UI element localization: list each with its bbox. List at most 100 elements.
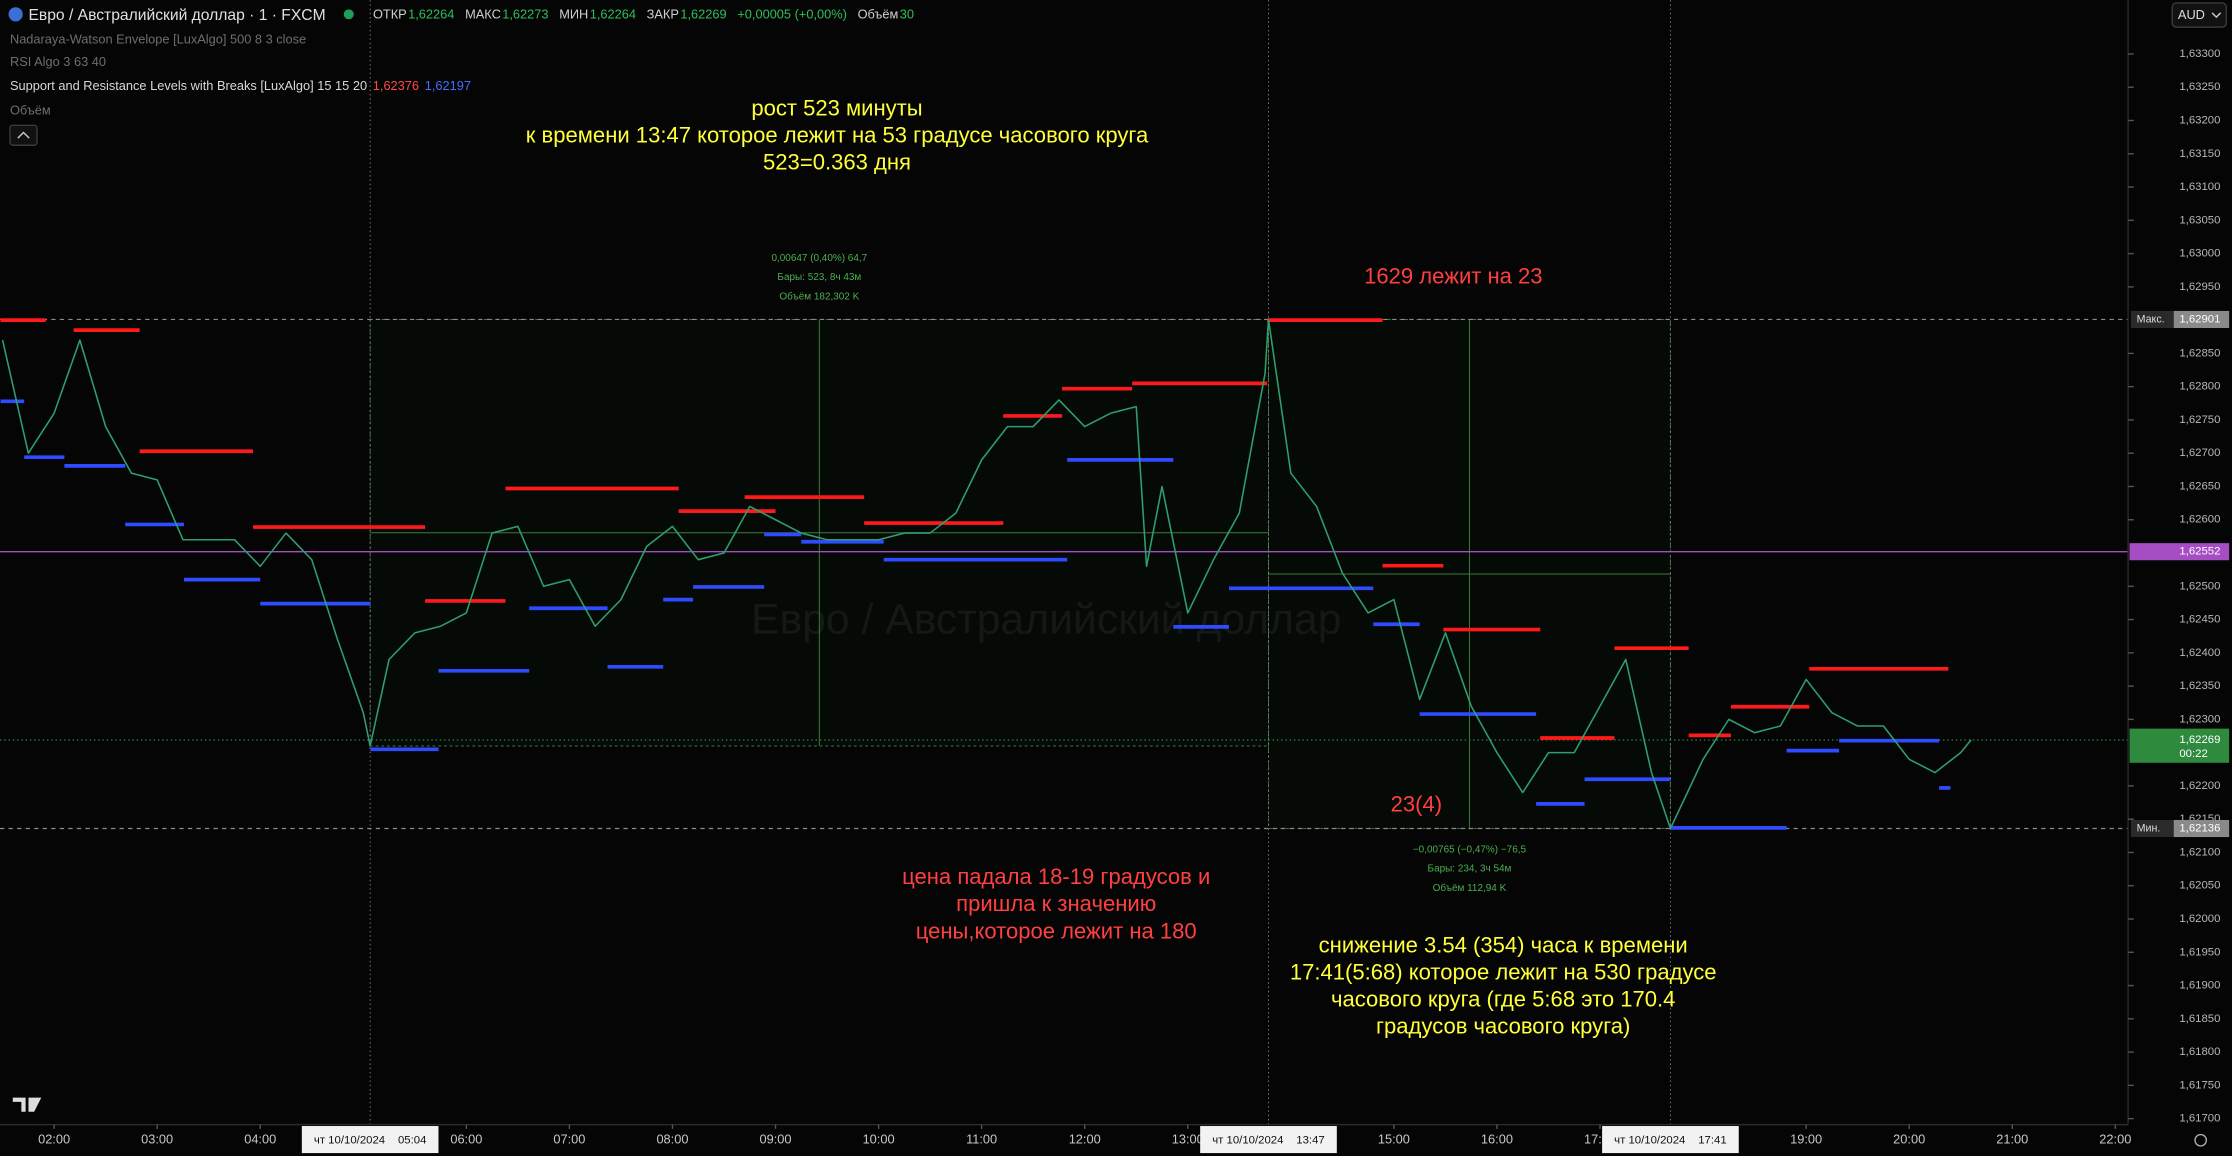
annotation: 17:41(5:68) которое лежит на 530 градусе: [1290, 960, 1717, 985]
indicator[interactable]: Объём: [10, 102, 51, 117]
price-axis: [2128, 0, 2232, 1156]
y-tick-label: 1,62300: [2179, 713, 2220, 725]
y-tick-label: 1,62700: [2179, 447, 2220, 459]
y-tick-label: 1,62950: [2179, 281, 2220, 293]
y-tick-label: 1,62000: [2179, 913, 2220, 925]
time-marker-box: [1200, 1126, 1337, 1154]
y-tick-label: 1,62500: [2179, 580, 2220, 592]
price-tag-box: [2130, 310, 2174, 329]
collapse-button[interactable]: [9, 124, 38, 146]
indicator[interactable]: Support and Resistance Levels with Break…: [10, 78, 471, 93]
ohlc-value: 1,62264: [408, 7, 454, 22]
symbol-title[interactable]: Евро / Австралийский доллар · 1 · FXCM: [28, 7, 325, 24]
price-countdown: 00:22: [2179, 748, 2207, 760]
x-tick-label: 16:00: [1481, 1132, 1513, 1147]
ohlc: ОТКР1,62264 МАКС1,62273 МИН1,62264 ЗАКР1…: [373, 7, 914, 22]
annotation: часового круга (где 5:68 это 170.4: [1331, 987, 1675, 1012]
x-tick-label: 11:00: [966, 1132, 997, 1147]
price-tag-box: [2130, 819, 2174, 838]
currency-button[interactable]: [2171, 2, 2228, 28]
time-marker-box: [1602, 1126, 1739, 1154]
annotation: градусов часового круга): [1376, 1014, 1630, 1039]
time-marker-date: чт 10/10/2024: [1614, 1134, 1685, 1146]
y-tick-label: 1,61700: [2179, 1113, 2220, 1125]
axes: 1,63300 1,63250 1,63200 1,63150 1,63100 1,630…: [38, 48, 2230, 1154]
ohlc-key: ЗАКР: [647, 7, 679, 22]
volume-value: 30: [900, 7, 914, 22]
price-badge: [2129, 543, 2230, 561]
market-status: [343, 9, 354, 20]
x-tick-label: 21:00: [1996, 1132, 2028, 1147]
indicator-name: Support and Resistance Levels with Break…: [10, 78, 367, 93]
y-tick-label: 1,61900: [2179, 980, 2220, 992]
price-badge-label: 1,62552: [2179, 546, 2220, 558]
settings-icon[interactable]: [2194, 1133, 2208, 1147]
logo: [12, 1097, 42, 1112]
measure-label: −0,00765 (−0,47%) −76,5: [1413, 844, 1527, 855]
y-tick-label: 1,63150: [2179, 148, 2220, 160]
annotation: 523=0.363 дня: [763, 150, 911, 175]
volume-key: Объём: [858, 7, 899, 22]
indicator-value: 1,62376: [373, 78, 419, 93]
y-tick-label: 1,62650: [2179, 480, 2220, 492]
indicator[interactable]: Nadaraya-Watson Envelope [LuxAlgo] 500 8…: [10, 31, 306, 46]
x-tick-label: 02:00: [38, 1132, 70, 1147]
currency-caret: [2211, 12, 2222, 19]
indicator[interactable]: RSI Algo 3 63 40: [10, 54, 106, 69]
annotation: цены,которое лежит на 180: [916, 918, 1197, 943]
watermark: Евро / Австралийский доллар: [751, 595, 1341, 643]
y-tick-label: 1,63000: [2179, 248, 2220, 260]
x-tick-label: 12:00: [1069, 1132, 1101, 1147]
time-marker-label: чт 10/10/2024 17:41: [1614, 1134, 1727, 1146]
annotation: пришла к значению: [956, 891, 1156, 916]
x-tick-label: 19:00: [1790, 1132, 1822, 1147]
ohlc-key: МАКС: [465, 7, 501, 22]
y-tick-label: 1,62200: [2179, 780, 2220, 792]
annotation: 1629 лежит на 23: [1364, 263, 1542, 288]
time-marker-date: чт 10/10/2024: [1212, 1134, 1283, 1146]
y-tick-label: 1,61850: [2179, 1013, 2220, 1025]
price-badge-label: 1,62901: [2179, 313, 2220, 325]
annotation: снижение 3.54 (354) часа к времени: [1319, 933, 1688, 958]
time-marker-time: 13:47: [1296, 1134, 1324, 1146]
y-tick-label: 1,62450: [2179, 614, 2220, 626]
x-tick-label: 09:00: [760, 1132, 792, 1147]
time-marker-box: [301, 1126, 439, 1154]
annotation: 23(4): [1391, 792, 1442, 817]
annotation: рост 523 минуты: [751, 96, 922, 121]
price-tag: Макс.: [2137, 313, 2165, 325]
y-tick-label: 1,63300: [2179, 48, 2220, 60]
y-tick-label: 1,63050: [2179, 214, 2220, 226]
price-badge: [2129, 728, 2230, 763]
x-tick-label: 10:00: [863, 1132, 895, 1147]
y-tick-label: 1,63250: [2179, 81, 2220, 93]
ohlc-value: 1,62264: [590, 7, 636, 22]
ohlc-value: 1,62273: [502, 7, 548, 22]
price-path: [1, 318, 1972, 830]
y-tick-label: 1,62850: [2179, 347, 2220, 359]
collapse-icon: [17, 131, 30, 139]
y-tick-label: 1,62400: [2179, 647, 2220, 659]
ohlc-key: ОТКР: [373, 7, 407, 22]
y-tick-label: 1,62100: [2179, 846, 2220, 858]
time-marker-date: чт 10/10/2024: [314, 1134, 385, 1146]
y-tick-label: 1,61750: [2179, 1079, 2220, 1091]
price-tag: Мин.: [2137, 822, 2161, 834]
currency[interactable]: AUD: [2178, 7, 2205, 22]
x-tick-label: 07:00: [553, 1132, 585, 1147]
x-tick-label: 04:00: [244, 1132, 276, 1147]
y-tick-label: 1,62050: [2179, 880, 2220, 892]
time-marker-label: чт 10/10/2024 05:04: [314, 1134, 427, 1146]
y-tick-label: 1,62750: [2179, 414, 2220, 426]
symbol-icon[interactable]: [8, 7, 23, 22]
annotation: цена падала 18-19 градусов и: [902, 864, 1210, 889]
price-badge: [2173, 310, 2230, 329]
x-tick-label: 15:00: [1378, 1132, 1410, 1147]
measure-label: Бары: 234, 3ч 54м: [1428, 864, 1512, 875]
y-tick-label: 1,62800: [2179, 381, 2220, 393]
plot-area: 0,00647 (0,40%) 64,7 Бары: 523, 8ч 43м Объ…: [0, 0, 2129, 1125]
ohlc-value: 1,62269: [680, 7, 726, 22]
